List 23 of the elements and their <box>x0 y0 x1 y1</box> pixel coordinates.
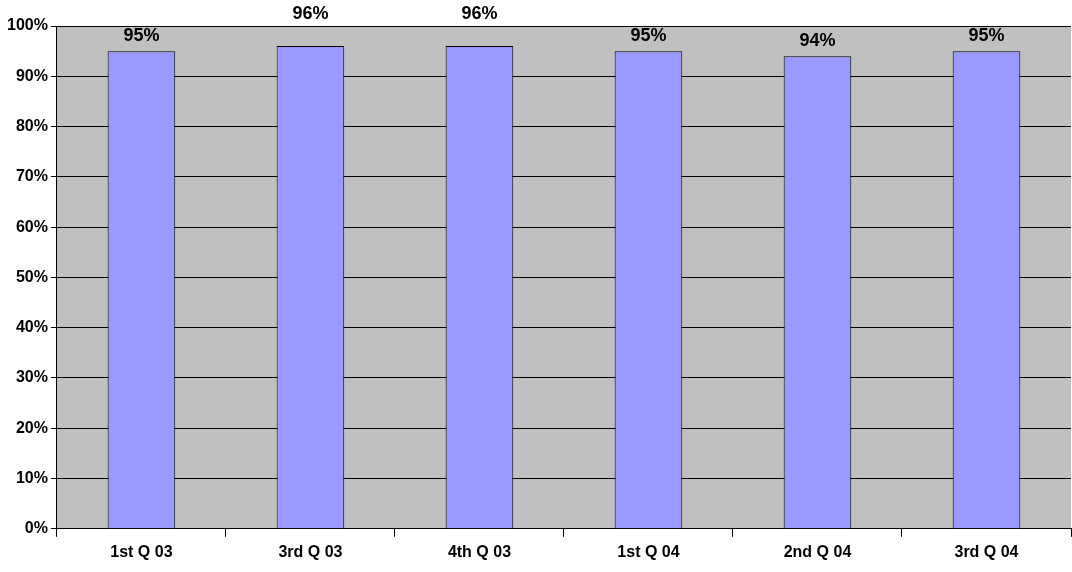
y-tick-label: 40% <box>15 318 48 336</box>
y-tick-label: 100% <box>7 16 48 34</box>
y-tick-label: 50% <box>15 267 48 285</box>
y-tick-label: 30% <box>15 368 48 386</box>
y-tick-label: 20% <box>15 418 48 436</box>
data-label: 96% <box>292 2 329 23</box>
data-label: 95% <box>123 25 160 46</box>
data-label: 95% <box>630 25 667 46</box>
y-tick-label: 0% <box>24 519 48 537</box>
x-tick-label: 3rd Q 04 <box>954 542 1019 560</box>
x-tick-label: 2nd Q 04 <box>783 542 852 560</box>
x-tick-label: 4th Q 03 <box>447 542 512 560</box>
x-tick-label: 1st Q 04 <box>617 542 680 560</box>
x-tick-label: 1st Q 03 <box>110 542 173 560</box>
data-label: 96% <box>461 2 498 23</box>
data-label: 95% <box>968 25 1005 46</box>
y-tick-label: 80% <box>15 116 48 134</box>
x-tick-label: 3rd Q 03 <box>278 542 343 560</box>
y-tick-label: 90% <box>15 66 48 84</box>
y-tick-label: 60% <box>15 217 48 235</box>
data-label: 94% <box>799 30 836 51</box>
y-tick-label: 70% <box>15 167 48 185</box>
y-tick-label: 10% <box>15 468 48 486</box>
